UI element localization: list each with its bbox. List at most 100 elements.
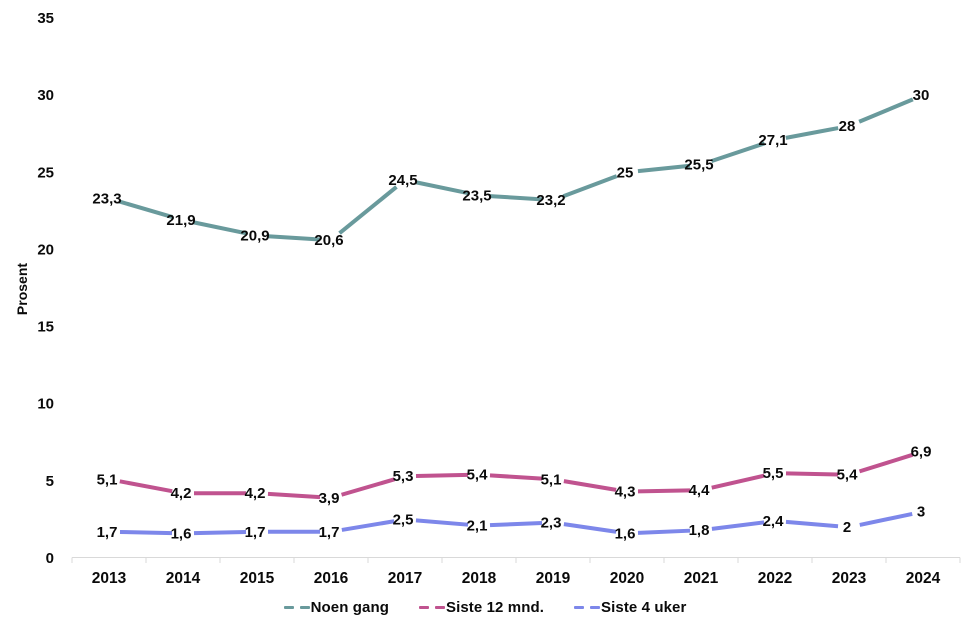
series-line-segment xyxy=(700,518,776,533)
series-line-segment xyxy=(626,162,702,175)
y-axis-label: Prosent xyxy=(14,263,30,315)
legend-dash-icon xyxy=(299,605,310,610)
legend-label: Noen gang xyxy=(310,599,389,616)
y-axis-tick-label: 25 xyxy=(37,164,54,181)
x-axis-tick-label: 2015 xyxy=(240,570,275,587)
data-point-label: 24,5 xyxy=(388,172,417,189)
data-point-label: 21,9 xyxy=(166,212,195,229)
series-line-segment xyxy=(626,488,702,494)
series-line-segment xyxy=(552,477,628,494)
data-point-label: 28 xyxy=(839,118,856,135)
data-point-label: 2,5 xyxy=(393,511,414,528)
x-axis-tick-label: 2023 xyxy=(832,570,867,587)
legend-label: Siste 4 uker xyxy=(601,599,687,616)
chart-legend: Noen gang Siste 12 mnd. Siste 4 uker xyxy=(0,599,970,616)
data-point-label: 1,7 xyxy=(97,524,118,541)
data-series-lines xyxy=(108,93,924,536)
data-point-label: 5,5 xyxy=(763,465,784,482)
series-line-segment xyxy=(182,218,258,238)
data-point-label: 4,3 xyxy=(615,484,636,501)
series-line-segment xyxy=(330,474,406,500)
x-axis-tick-label: 2018 xyxy=(462,570,497,587)
series-line-segment xyxy=(774,124,850,142)
x-axis-tick-labels: 2013 2014 2015 2016 2017 2018 2019 2020 2021 2022… xyxy=(92,570,941,587)
data-point-label: 1,7 xyxy=(245,524,266,541)
series-line-segment xyxy=(774,518,850,530)
x-axis xyxy=(71,557,961,563)
data-point-label: 30 xyxy=(913,87,930,104)
data-point-label: 1,6 xyxy=(171,525,192,542)
series-line-segment xyxy=(552,520,628,536)
data-point-label: 23,3 xyxy=(92,191,121,208)
series-line-segment xyxy=(700,137,776,167)
data-point-label: 27,1 xyxy=(758,132,787,149)
x-axis-tick-label: 2016 xyxy=(314,570,349,587)
series-line-segment xyxy=(552,170,628,202)
series-line-segment xyxy=(108,529,184,536)
legend-item-siste-4-uker: Siste 4 uker xyxy=(574,599,686,616)
x-axis-tick-label: 2017 xyxy=(388,570,422,587)
data-point-labels: 23,321,920,9 20,624,523,5 23,225 25,527,128… xyxy=(92,87,931,542)
series-line-segment xyxy=(848,93,924,128)
x-axis-tick-label: 2014 xyxy=(166,570,201,587)
x-axis-tick-label: 2024 xyxy=(906,570,941,587)
data-point-label: 3,9 xyxy=(319,490,340,507)
data-point-label: 5,4 xyxy=(467,467,489,484)
data-point-label: 1,8 xyxy=(689,522,710,539)
data-point-label: 2,4 xyxy=(763,513,785,530)
series-line-segment xyxy=(108,477,184,496)
x-axis-tick-label: 2020 xyxy=(610,570,644,587)
data-point-label: 5,1 xyxy=(541,471,562,488)
series-line-segment xyxy=(404,517,480,528)
series-line-segment xyxy=(330,517,406,534)
data-point-label: 5,1 xyxy=(97,471,118,488)
data-point-label: 1,6 xyxy=(615,525,636,542)
series-line-segment xyxy=(256,233,332,243)
series-line-segment xyxy=(478,472,554,482)
series-line-segment xyxy=(404,178,480,198)
data-point-label: 2,1 xyxy=(467,518,488,535)
data-point-label: 5,4 xyxy=(837,467,859,484)
y-axis-tick-label: 35 xyxy=(37,10,54,27)
legend-dash-icon xyxy=(283,605,294,610)
series-line-segment xyxy=(182,529,258,536)
data-point-label: 20,6 xyxy=(314,232,343,249)
data-point-label: 25 xyxy=(617,164,634,181)
data-point-label: 6,9 xyxy=(911,444,932,461)
data-point-label: 4,2 xyxy=(171,485,192,502)
data-point-label: 2 xyxy=(843,519,851,536)
data-point-label: 25,5 xyxy=(684,157,713,174)
series-line-segment xyxy=(329,178,407,242)
data-point-label: 2,3 xyxy=(541,515,562,532)
data-point-label: 5,3 xyxy=(393,468,414,485)
x-axis-tick-label: 2021 xyxy=(684,570,719,587)
legend-dash-icon xyxy=(434,605,445,610)
series-line-segment xyxy=(774,471,850,477)
y-axis-tick-label: 10 xyxy=(37,396,54,413)
data-point-label: 4,2 xyxy=(245,485,266,502)
series-line-segment xyxy=(404,472,480,479)
series-line-segment xyxy=(256,491,332,500)
legend-dash-icon xyxy=(574,605,584,610)
y-axis-tick-labels: 0 5 10 15 20 25 30 35 xyxy=(37,10,54,567)
series-line-segment xyxy=(478,520,554,528)
legend-label: Siste 12 mnd. xyxy=(445,599,544,616)
y-axis-tick-label: 20 xyxy=(37,241,54,258)
series-line-segment xyxy=(700,471,776,493)
legend-item-noen-gang: Noen gang xyxy=(283,599,389,616)
legend-dash-icon xyxy=(590,605,600,610)
data-point-label: 23,5 xyxy=(462,187,491,204)
legend-dash-icon xyxy=(418,605,429,610)
y-axis-tick-label: 15 xyxy=(37,319,54,336)
x-axis-tick-label: 2022 xyxy=(758,570,792,587)
legend-item-siste-12-mnd: Siste 12 mnd. xyxy=(418,599,544,616)
series-line-segment xyxy=(478,193,554,203)
data-point-label: 1,7 xyxy=(319,524,340,541)
y-axis-tick-label: 30 xyxy=(37,87,54,104)
series-line-segment xyxy=(108,196,184,223)
data-point-label: 4,4 xyxy=(689,482,711,499)
data-point-label: 3 xyxy=(917,504,925,521)
x-axis-tick-label: 2013 xyxy=(92,570,127,587)
